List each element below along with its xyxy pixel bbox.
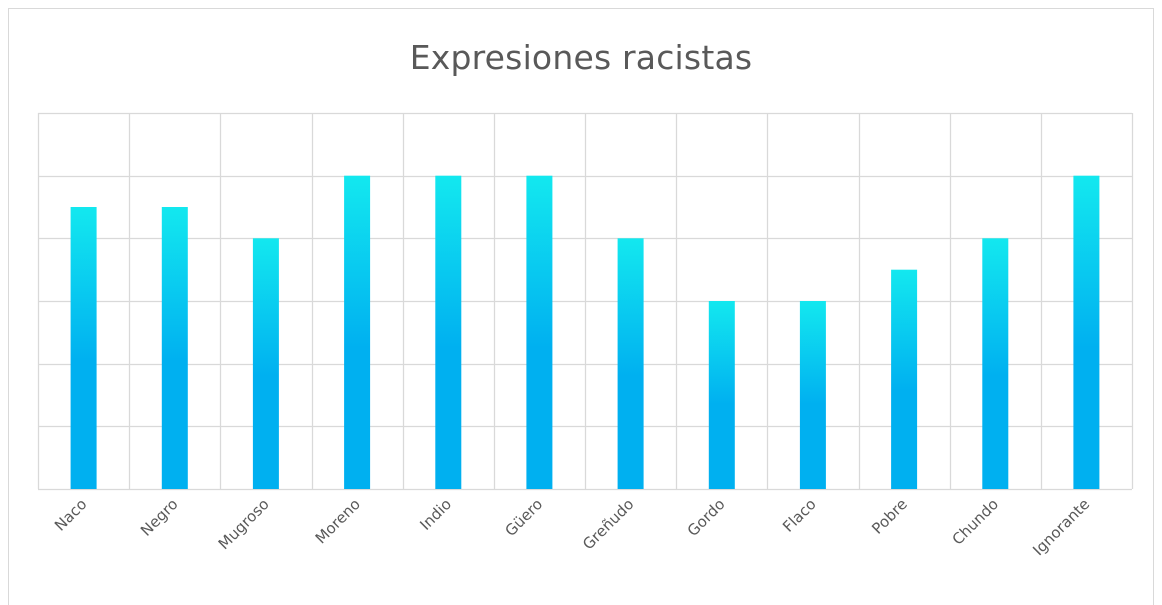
category-label-naco: Naco bbox=[51, 495, 90, 534]
bar-flaco bbox=[799, 301, 826, 489]
bar-güero bbox=[526, 175, 553, 489]
bar-moreno bbox=[344, 175, 371, 489]
bar-ignorante bbox=[1073, 175, 1100, 489]
bar-naco bbox=[70, 207, 97, 489]
bar-mugroso bbox=[252, 238, 279, 489]
chart-frame bbox=[8, 8, 1154, 605]
chart-title: Expresiones racistas bbox=[409, 38, 753, 77]
category-label-negro: Negro bbox=[137, 495, 182, 540]
bar-indio bbox=[435, 175, 462, 489]
category-label-greñudo: Greñudo bbox=[579, 495, 637, 553]
category-label-mugroso: Mugroso bbox=[215, 495, 273, 553]
grid-lines bbox=[37, 112, 1134, 491]
bar-chundo bbox=[982, 238, 1009, 489]
category-label-gordo: Gordo bbox=[684, 495, 729, 540]
bar-negro bbox=[161, 207, 188, 489]
bars bbox=[70, 175, 1100, 489]
category-label-güero: Güero bbox=[501, 495, 546, 540]
bar-greñudo bbox=[617, 238, 644, 489]
category-label-ignorante: Ignorante bbox=[1029, 495, 1093, 559]
category-label-chundo: Chundo bbox=[949, 495, 1003, 549]
bar-pobre bbox=[891, 269, 918, 489]
category-labels: Naco Negro Mugroso Moreno Indio Güero Greñudo G… bbox=[51, 495, 1093, 559]
category-label-indio: Indio bbox=[416, 495, 455, 534]
category-label-pobre: Pobre bbox=[868, 495, 911, 538]
category-label-flaco: Flaco bbox=[779, 495, 820, 536]
category-label-moreno: Moreno bbox=[312, 495, 364, 547]
bar-gordo bbox=[708, 301, 735, 489]
